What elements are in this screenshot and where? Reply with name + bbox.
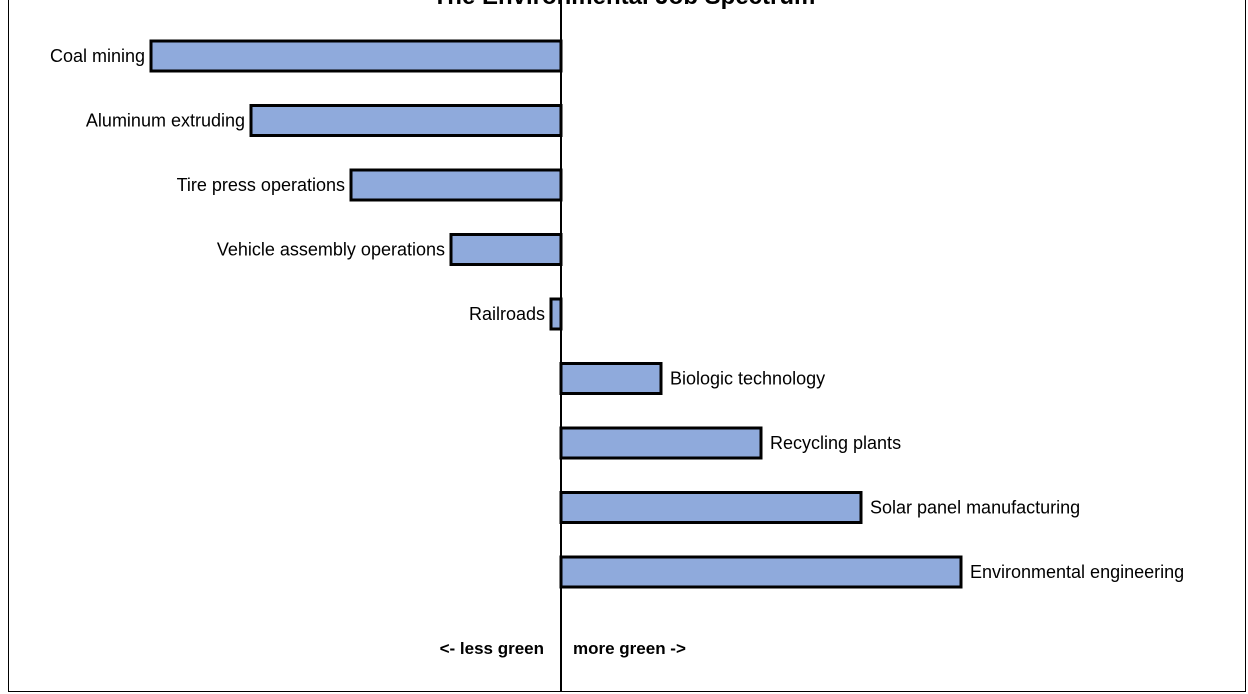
category-label: Solar panel manufacturing <box>870 498 1080 518</box>
category-label: Coal mining <box>50 46 145 66</box>
bar-tire-press-operations <box>349 168 563 202</box>
category-label: Environmental engineering <box>970 562 1184 582</box>
less-green-annotation: <- less green <box>440 639 544 658</box>
bar-environmental-engineering <box>559 555 963 589</box>
more-green-annotation: more green -> <box>573 639 686 658</box>
category-label: Recycling plants <box>770 433 901 453</box>
category-label: Aluminum extruding <box>86 111 245 131</box>
bar-biologic-technology <box>559 362 663 395</box>
chart-frame <box>8 0 1246 692</box>
bar-vehicle-assembly-operations <box>449 233 563 266</box>
category-label: Railroads <box>469 304 545 324</box>
bar-recycling-plants <box>559 426 763 460</box>
bar-solar-panel-manufacturing <box>559 491 863 524</box>
category-label: Biologic technology <box>670 369 825 389</box>
category-label: Vehicle assembly operations <box>217 240 445 260</box>
bar-railroads <box>549 297 563 331</box>
bar-coal-mining <box>149 39 563 73</box>
bar-aluminum-extruding <box>249 104 563 137</box>
category-label: Tire press operations <box>177 175 345 195</box>
chart-title: The Environmental Job Spectrum <box>0 0 1248 11</box>
bars-layer <box>149 39 963 589</box>
labels-layer: Coal mining Aluminum extruding Tire press … <box>50 46 1184 582</box>
